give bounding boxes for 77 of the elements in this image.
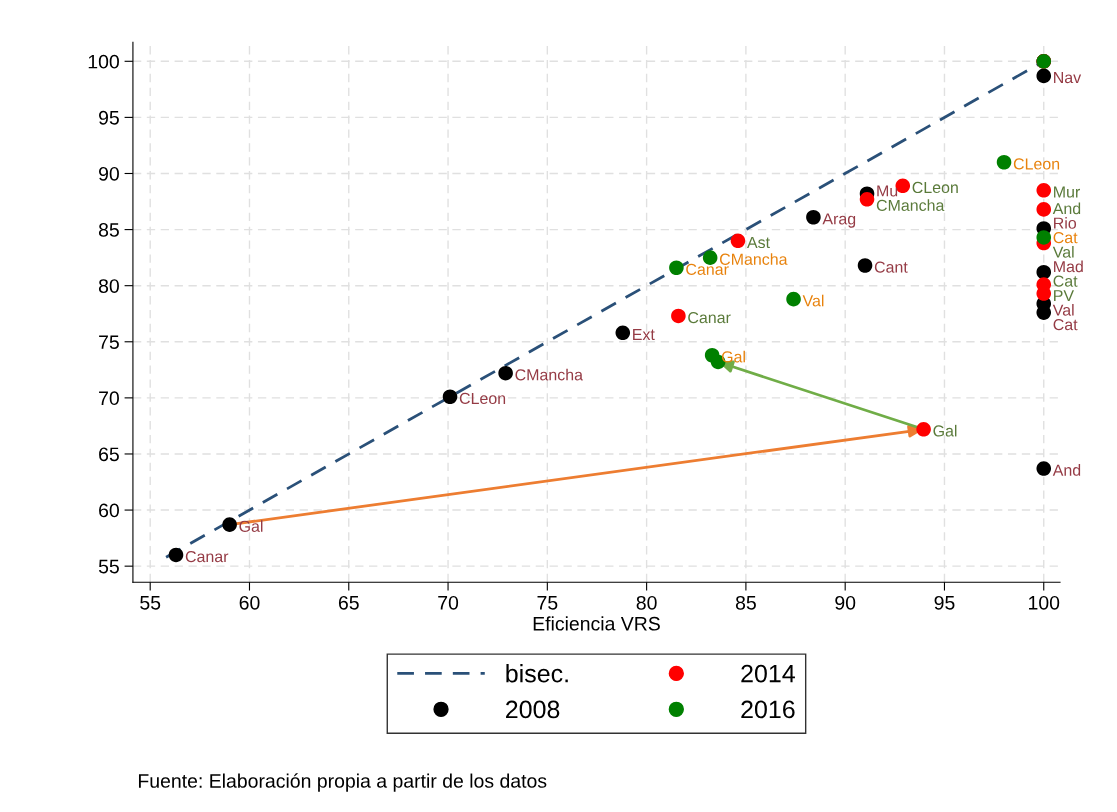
data-label: PV [1054, 290, 1074, 302]
data-label: And [1052, 202, 1081, 215]
source-note: Fuente: Elaboración propia a partir de los datos [138, 773, 547, 792]
data-label: Mad [1054, 260, 1083, 273]
point [168, 547, 184, 563]
data-label: Cat [1053, 275, 1078, 287]
data-label: Val [802, 294, 824, 307]
point [916, 422, 931, 437]
point [859, 192, 875, 207]
data-label: Ast [746, 236, 770, 249]
point [1036, 202, 1052, 217]
y-tick-label: 55 [98, 559, 119, 574]
point [1036, 68, 1052, 84]
data-label: Rio [1054, 217, 1077, 229]
data-label: And [1052, 464, 1081, 476]
x-tick-label: 90 [835, 595, 856, 610]
y-tick-label: 80 [98, 279, 119, 293]
y-tick-label: 90 [99, 166, 119, 181]
legend-label: 2008 [506, 700, 560, 719]
point [730, 233, 746, 249]
x-tick-label: 70 [438, 595, 459, 610]
point [669, 260, 684, 276]
legend-label: 2014 [741, 664, 795, 683]
data-label: Gal [933, 424, 957, 437]
data-label: Canar [688, 311, 731, 324]
point [222, 517, 237, 532]
point [498, 365, 513, 381]
point [1036, 461, 1052, 476]
point [671, 308, 686, 324]
y-tick-label: 65 [99, 447, 119, 462]
y-tick-label: 100 [88, 54, 119, 69]
data-label: Cat [1053, 318, 1078, 331]
x-tick-label: 75 [537, 596, 558, 610]
legend-label: 2016 [741, 700, 795, 719]
data-label: Val [1052, 246, 1074, 258]
x-tick-label: 60 [239, 595, 260, 610]
y-tick-label: 85 [98, 223, 119, 237]
point [1036, 230, 1052, 245]
y-tick-label: 75 [99, 335, 119, 350]
data-label: Gal [721, 350, 745, 363]
x-tick-label: 65 [338, 595, 359, 610]
data-label: CMancha [719, 253, 788, 265]
x-tick-label: 100 [1029, 595, 1060, 610]
point [996, 154, 1012, 170]
point [1036, 183, 1052, 198]
x-tick-label: 85 [735, 595, 756, 610]
point [857, 258, 873, 273]
data-label: Mu [877, 185, 898, 197]
data-label: Ext [633, 328, 655, 341]
x-tick-label: 80 [636, 595, 657, 610]
data-label: Cat [1053, 231, 1078, 244]
data-label: CLeon [912, 181, 958, 194]
x-tick-label: 95 [934, 595, 955, 610]
y-tick-label: 95 [99, 110, 119, 125]
point [806, 209, 821, 225]
legend-label: bisec. [506, 664, 568, 683]
x-tick-label: 55 [140, 596, 161, 610]
data-label: Cant [874, 261, 908, 273]
data-label: CMancha [876, 199, 945, 212]
point [1036, 264, 1052, 280]
data-label: Nav [1054, 72, 1082, 84]
data-label: Canar [686, 263, 729, 276]
data-label: CLeon [459, 392, 506, 405]
point [895, 178, 911, 194]
data-label: Arag [822, 213, 856, 228]
y-tick-label: 60 [99, 503, 119, 518]
point [615, 325, 631, 341]
data-label: Val [1052, 304, 1074, 316]
data-label: CLeon [1013, 158, 1060, 170]
point [442, 389, 458, 405]
y-tick-label: 70 [99, 391, 119, 406]
data-label: Canar [185, 550, 229, 563]
data-label: Mur [1054, 186, 1080, 198]
data-label: Gal [239, 520, 263, 532]
x-axis-title: Eficiencia VRS [533, 616, 660, 631]
data-label: CMancha [515, 368, 583, 381]
point [786, 291, 801, 307]
